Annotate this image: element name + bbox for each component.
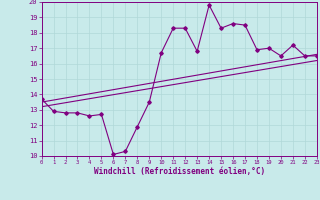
X-axis label: Windchill (Refroidissement éolien,°C): Windchill (Refroidissement éolien,°C) xyxy=(94,167,265,176)
